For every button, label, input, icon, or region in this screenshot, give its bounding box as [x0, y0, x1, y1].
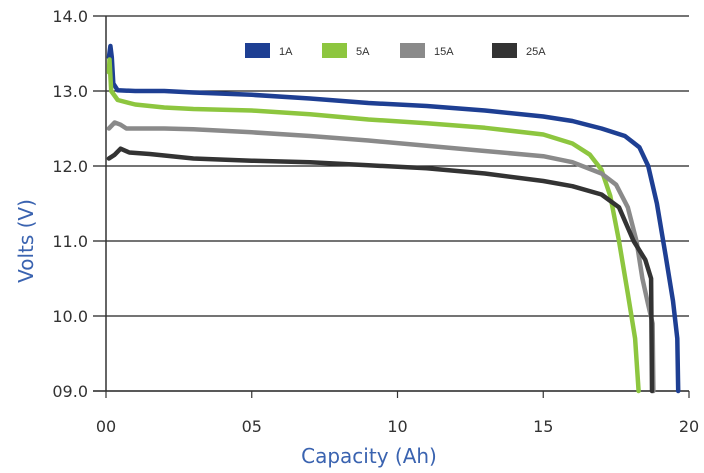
legend: 1A 5A 15A 25A — [245, 43, 546, 58]
gridlines — [93, 15, 689, 392]
legend-label: 15A — [434, 46, 454, 58]
x-tick-label: 00 — [96, 417, 116, 436]
legend-item-5a: 5A — [322, 43, 370, 58]
y-tick-label: 14.0 — [52, 7, 88, 26]
x-tick-label: 10 — [387, 417, 407, 436]
legend-item-1a: 1A — [245, 43, 293, 58]
x-tick-label: 20 — [679, 417, 699, 436]
x-tick-label: 15 — [533, 417, 553, 436]
series-line-15a — [106, 120, 656, 394]
y-tick-label: 12.0 — [52, 157, 88, 176]
legend-label: 5A — [356, 46, 370, 58]
legend-item-25a: 25A — [492, 43, 546, 58]
y-axis-title: Volts (V) — [14, 199, 38, 283]
x-axis-ticks: 00 05 10 15 20 — [96, 391, 699, 436]
y-tick-label: 10.0 — [52, 307, 88, 326]
y-axis-ticks: 09.0 10.0 11.0 12.0 13.0 14.0 — [52, 7, 88, 401]
legend-label: 1A — [279, 46, 293, 58]
x-axis-title: Capacity (Ah) — [301, 444, 437, 468]
legend-swatch — [245, 43, 270, 58]
legend-item-15a: 15A — [400, 43, 454, 58]
y-tick-label: 11.0 — [52, 232, 88, 251]
y-tick-label: 09.0 — [52, 382, 88, 401]
series-line-5a — [106, 57, 641, 394]
series-lines — [106, 43, 681, 394]
legend-swatch — [492, 43, 517, 58]
series-line-1a — [106, 43, 681, 394]
series-line-25a — [106, 146, 655, 394]
legend-swatch — [400, 43, 425, 58]
legend-swatch — [322, 43, 347, 58]
legend-label: 25A — [526, 46, 546, 58]
y-tick-label: 13.0 — [52, 82, 88, 101]
x-tick-label: 05 — [242, 417, 262, 436]
